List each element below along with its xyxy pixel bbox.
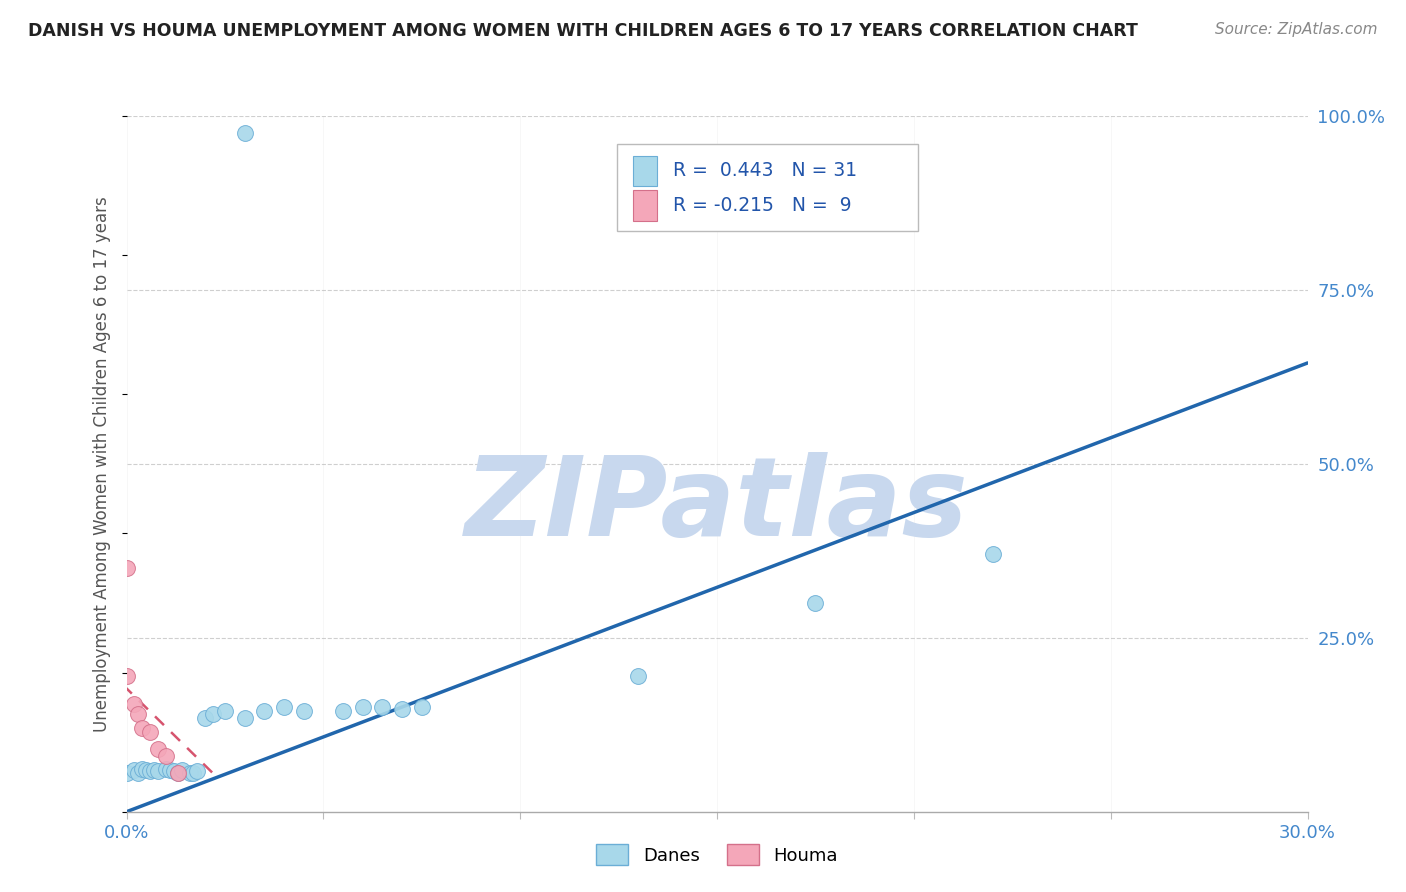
Point <box>186 764 208 779</box>
Point <box>391 702 413 716</box>
Text: DANISH VS HOUMA UNEMPLOYMENT AMONG WOMEN WITH CHILDREN AGES 6 TO 17 YEARS CORREL: DANISH VS HOUMA UNEMPLOYMENT AMONG WOMEN… <box>28 22 1137 40</box>
Point <box>139 724 162 739</box>
Point <box>146 742 169 756</box>
Point <box>371 700 394 714</box>
FancyBboxPatch shape <box>633 155 657 186</box>
Point <box>981 547 1004 561</box>
Point <box>143 763 166 777</box>
Point <box>352 700 374 714</box>
Point <box>627 669 650 683</box>
Point <box>127 707 149 722</box>
Legend: Danes, Houma: Danes, Houma <box>589 837 845 872</box>
Text: ZIPatlas: ZIPatlas <box>465 452 969 559</box>
Point <box>292 704 315 718</box>
Point <box>115 669 138 683</box>
Point <box>411 700 433 714</box>
Point <box>131 721 153 735</box>
Point <box>155 762 177 776</box>
Point <box>202 707 225 722</box>
Point <box>131 762 153 776</box>
Text: R = -0.215   N =  9: R = -0.215 N = 9 <box>668 195 852 214</box>
Point <box>179 766 201 780</box>
Point <box>170 763 193 777</box>
FancyBboxPatch shape <box>617 144 918 231</box>
Point <box>214 704 236 718</box>
Point <box>155 749 177 764</box>
FancyBboxPatch shape <box>633 190 657 221</box>
Point <box>166 766 188 780</box>
Point <box>804 596 827 610</box>
Point <box>115 766 138 780</box>
Point <box>332 704 354 718</box>
Point <box>159 763 181 777</box>
Text: R =  0.443   N = 31: R = 0.443 N = 31 <box>668 161 858 179</box>
Point <box>124 763 146 777</box>
Point <box>273 700 295 714</box>
Point <box>166 766 188 780</box>
Point <box>124 697 146 711</box>
Point <box>183 766 205 780</box>
Text: Source: ZipAtlas.com: Source: ZipAtlas.com <box>1215 22 1378 37</box>
Point <box>233 127 256 141</box>
Point <box>233 711 256 725</box>
Point <box>253 704 276 718</box>
Point <box>135 763 157 777</box>
Point <box>139 764 162 779</box>
Point <box>127 766 149 780</box>
Point <box>115 561 138 575</box>
Point <box>194 711 217 725</box>
Y-axis label: Unemployment Among Women with Children Ages 6 to 17 years: Unemployment Among Women with Children A… <box>93 196 111 731</box>
Point <box>146 764 169 779</box>
Point <box>163 764 186 779</box>
